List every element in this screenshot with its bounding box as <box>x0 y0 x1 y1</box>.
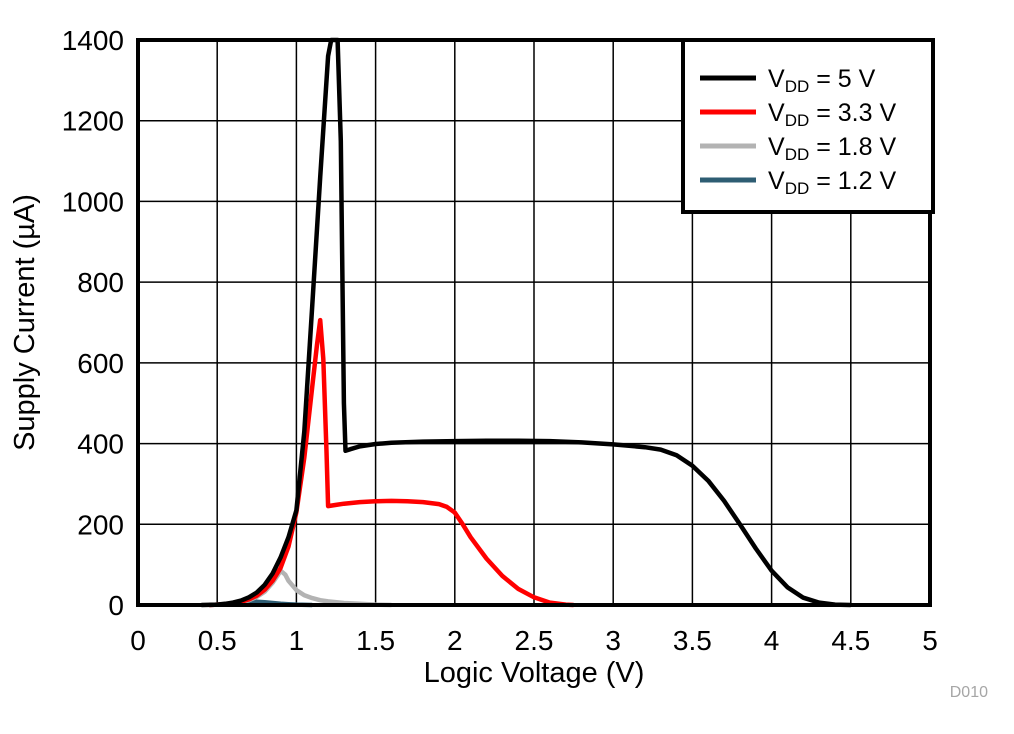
y-tick-label: 600 <box>77 348 124 379</box>
y-tick-label: 1000 <box>62 186 124 217</box>
chart-watermark: D010 <box>950 684 988 701</box>
x-tick-label: 2 <box>447 625 463 656</box>
x-axis-title: Logic Voltage (V) <box>424 657 645 689</box>
y-tick-label: 0 <box>108 590 124 621</box>
y-tick-label: 1400 <box>62 25 124 56</box>
x-tick-label: 3.5 <box>673 625 712 656</box>
y-tick-label: 200 <box>77 509 124 540</box>
y-axis-title: Supply Current (µA) <box>9 194 41 451</box>
legend-box <box>681 38 935 214</box>
x-tick-label: 1 <box>289 625 305 656</box>
x-tick-label: 5 <box>922 625 938 656</box>
x-tick-label: 2.5 <box>515 625 554 656</box>
plot-frame <box>136 38 932 607</box>
x-tick-label: 3 <box>605 625 621 656</box>
x-tick-label: 0 <box>130 625 146 656</box>
legend-label-vdd-5-v: VDD = 5 V <box>768 65 876 96</box>
legend-label-vdd-1-2-v: VDD = 1.2 V <box>768 167 896 198</box>
y-tick-label: 800 <box>77 267 124 298</box>
x-tick-label: 4.5 <box>831 625 870 656</box>
series-line-vdd-3-3-v <box>209 317 574 608</box>
legend-label-vdd-1-8-v: VDD = 1.8 V <box>768 133 896 164</box>
legend-label-vdd-3-3-v: VDD = 3.3 V <box>768 99 896 130</box>
x-tick-label: 0.5 <box>198 625 237 656</box>
x-tick-label: 4 <box>764 625 780 656</box>
x-tick-label: 1.5 <box>356 625 395 656</box>
y-tick-label: 1200 <box>62 106 124 137</box>
series-line-vdd-5-v <box>201 37 851 608</box>
y-tick-label: 400 <box>77 429 124 460</box>
